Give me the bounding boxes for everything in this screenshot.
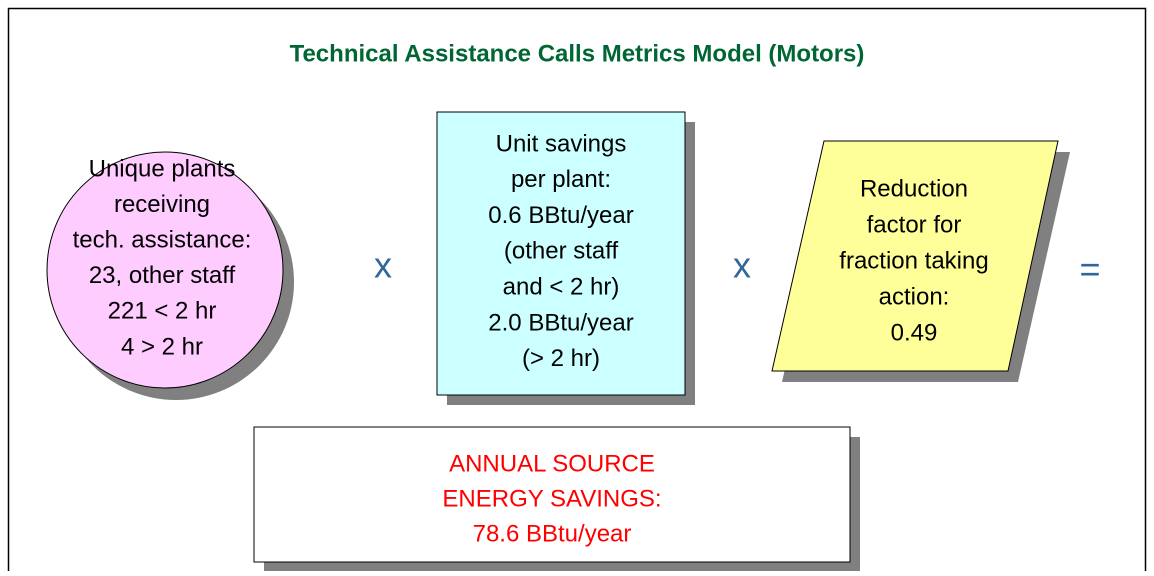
circle-node <box>46 151 284 389</box>
node-text: (> 2 hr) <box>522 345 600 372</box>
node-text: factor for <box>867 211 962 238</box>
result-node <box>253 426 851 563</box>
box-node <box>436 111 686 396</box>
node-text: ANNUAL SOURCE <box>449 450 655 477</box>
node-text: 4 > 2 hr <box>121 333 203 360</box>
parallelogram-node <box>771 140 1059 372</box>
node-text: 0.6 BBtu/year <box>488 202 633 229</box>
node-text: ENERGY SAVINGS: <box>442 485 661 512</box>
node-text: and < 2 hr) <box>503 274 620 301</box>
node-text: fraction taking <box>839 247 988 274</box>
node-text: receiving <box>114 191 210 218</box>
node-text: 221 < 2 hr <box>108 298 217 325</box>
node-text: tech. assistance: <box>73 227 252 254</box>
title: Technical Assistance Calls Metrics Model… <box>290 40 865 67</box>
operator: x <box>374 245 392 286</box>
operator: = <box>1079 249 1100 290</box>
node-text: Unique plants <box>89 155 236 182</box>
operator: x <box>733 245 751 286</box>
node-text: Unit savings <box>496 130 627 157</box>
frame <box>7 7 1147 576</box>
node-text: 2.0 BBtu/year <box>488 309 633 336</box>
node-text: per plant: <box>511 166 611 193</box>
node-text: Reduction <box>860 175 968 202</box>
node-text: (other staff <box>504 238 619 265</box>
node-text: 0.49 <box>891 319 938 346</box>
node-text: action: <box>879 283 950 310</box>
node-text: 23, other staff <box>89 262 236 289</box>
node-text: 78.6 BBtu/year <box>473 520 632 547</box>
